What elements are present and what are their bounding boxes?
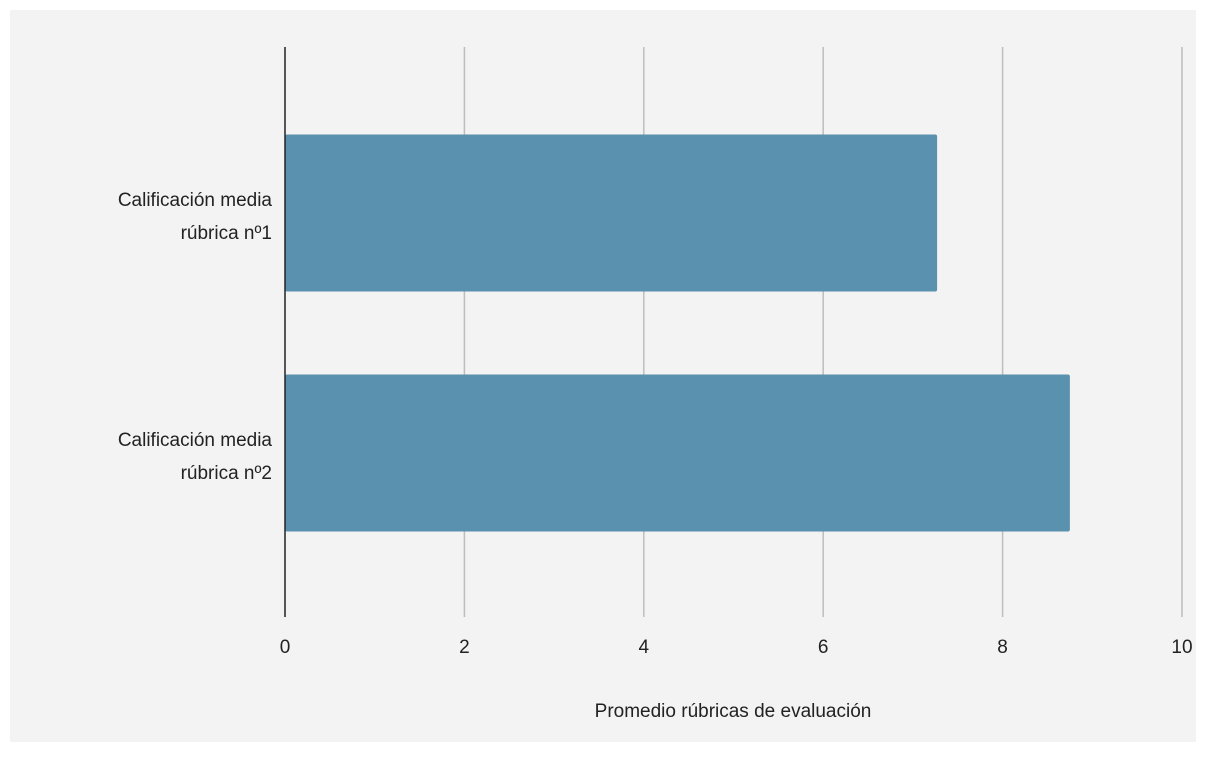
chart-panel: 0 2 4 6 8 10 Calificación media rúbrica nº1 Cal… <box>10 10 1196 742</box>
x-tick-labels: 0 2 4 6 8 10 <box>280 637 1193 658</box>
x-tick-label: 8 <box>997 637 1008 658</box>
x-tick-label: 0 <box>280 637 291 658</box>
bar-chart: 0 2 4 6 8 10 Calificación media rúbrica nº1Cal… <box>118 47 1193 722</box>
x-tick-label: 10 <box>1171 637 1192 658</box>
category-label: Calificación media rúbrica nº2 <box>118 430 273 484</box>
x-tick-label: 6 <box>818 637 829 658</box>
x-tick-label: 2 <box>459 637 470 658</box>
bar <box>285 374 1070 532</box>
x-tick-label: 4 <box>639 637 650 658</box>
category-labels: Calificación media rúbrica nº1 Calificació… <box>118 190 273 484</box>
x-axis-title: Promedio rúbricas de evaluación <box>595 701 872 722</box>
bars <box>285 134 1070 532</box>
bar <box>285 134 938 292</box>
category-label: Calificación media rúbrica nº1 <box>118 190 273 244</box>
